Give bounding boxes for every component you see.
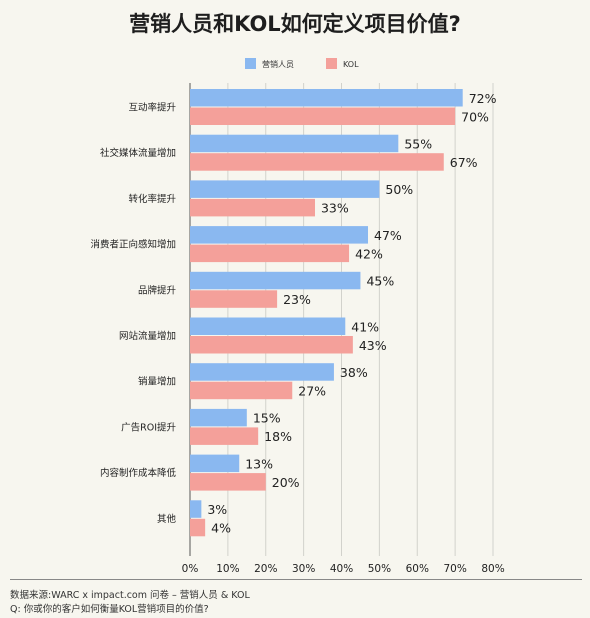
x-tick-label: 40% bbox=[330, 563, 353, 575]
bar bbox=[190, 107, 456, 125]
bar bbox=[190, 271, 361, 290]
bar bbox=[190, 518, 206, 537]
bar bbox=[190, 226, 369, 244]
category-label: 品牌提升 bbox=[138, 284, 177, 296]
bar bbox=[190, 198, 315, 217]
x-tick-label: 70% bbox=[443, 563, 466, 575]
data-label: 43% bbox=[359, 338, 387, 353]
x-tick-label: 80% bbox=[481, 563, 504, 575]
bar bbox=[190, 244, 350, 263]
x-tick-label: 0% bbox=[182, 563, 199, 575]
x-tick-label: 50% bbox=[368, 563, 391, 575]
bar bbox=[190, 89, 463, 107]
chart-title: 营销人员和KOL如何定义项目价值? bbox=[129, 12, 461, 36]
category-label: 社交媒体流量增加 bbox=[100, 147, 176, 159]
bar bbox=[190, 153, 444, 171]
legend-swatch bbox=[326, 58, 337, 69]
category-label: 其他 bbox=[157, 513, 177, 525]
category-label: 销量增加 bbox=[138, 376, 176, 388]
data-label: 18% bbox=[264, 429, 292, 444]
data-label: 3% bbox=[207, 502, 227, 517]
data-label: 20% bbox=[272, 475, 300, 490]
bar-chart: 0% 10% 20% 30% 40% 50% 60% 70% 80% 营销人员 KOL 互动率提升 72… bbox=[90, 58, 505, 575]
bar bbox=[190, 473, 266, 491]
bar bbox=[190, 290, 278, 308]
x-tick-label: 30% bbox=[292, 563, 315, 575]
bar bbox=[190, 454, 240, 473]
data-label: 72% bbox=[469, 91, 497, 106]
data-label: 47% bbox=[374, 228, 402, 243]
category-label: 消费者正向感知增加 bbox=[90, 239, 176, 251]
data-label: 70% bbox=[461, 109, 489, 124]
bar bbox=[190, 427, 259, 445]
data-label: 33% bbox=[321, 201, 349, 216]
bar bbox=[190, 134, 399, 153]
category-label: 网站流量增加 bbox=[119, 330, 176, 342]
source-note: 数据来源:WARC x impact.com 问卷 – 营销人员 & KOL bbox=[10, 590, 250, 601]
bar bbox=[190, 363, 334, 381]
category-label: 互动率提升 bbox=[128, 102, 176, 114]
data-label: 38% bbox=[340, 365, 368, 380]
category-label: 转化率提升 bbox=[128, 193, 176, 205]
data-label: 4% bbox=[211, 521, 231, 536]
bar bbox=[190, 317, 346, 335]
bar bbox=[190, 500, 202, 518]
footer-divider bbox=[10, 579, 582, 580]
data-label: 15% bbox=[253, 411, 281, 426]
x-tick-label: 20% bbox=[254, 563, 277, 575]
data-label: 45% bbox=[366, 274, 394, 289]
category-label: 内容制作成本降低 bbox=[100, 467, 177, 479]
legend-label: 营销人员 bbox=[262, 59, 294, 69]
data-label: 13% bbox=[245, 456, 273, 471]
question-note: Q: 你或你的客户如何衡量KOL营销项目的价值? bbox=[10, 604, 209, 615]
data-label: 67% bbox=[450, 155, 478, 170]
legend-label: KOL bbox=[343, 60, 359, 69]
bar bbox=[190, 408, 247, 427]
x-tick-label: 60% bbox=[406, 563, 429, 575]
bar bbox=[190, 336, 353, 354]
data-label: 27% bbox=[298, 383, 326, 398]
x-tick-label: 10% bbox=[216, 563, 239, 575]
data-label: 42% bbox=[355, 246, 383, 261]
legend-swatch bbox=[245, 58, 256, 69]
data-label: 41% bbox=[351, 319, 379, 334]
bar bbox=[190, 381, 293, 400]
data-label: 23% bbox=[283, 292, 311, 307]
bar bbox=[190, 180, 380, 198]
data-label: 55% bbox=[404, 136, 432, 151]
data-label: 50% bbox=[385, 182, 413, 197]
category-label: 广告ROI提升 bbox=[121, 421, 176, 433]
